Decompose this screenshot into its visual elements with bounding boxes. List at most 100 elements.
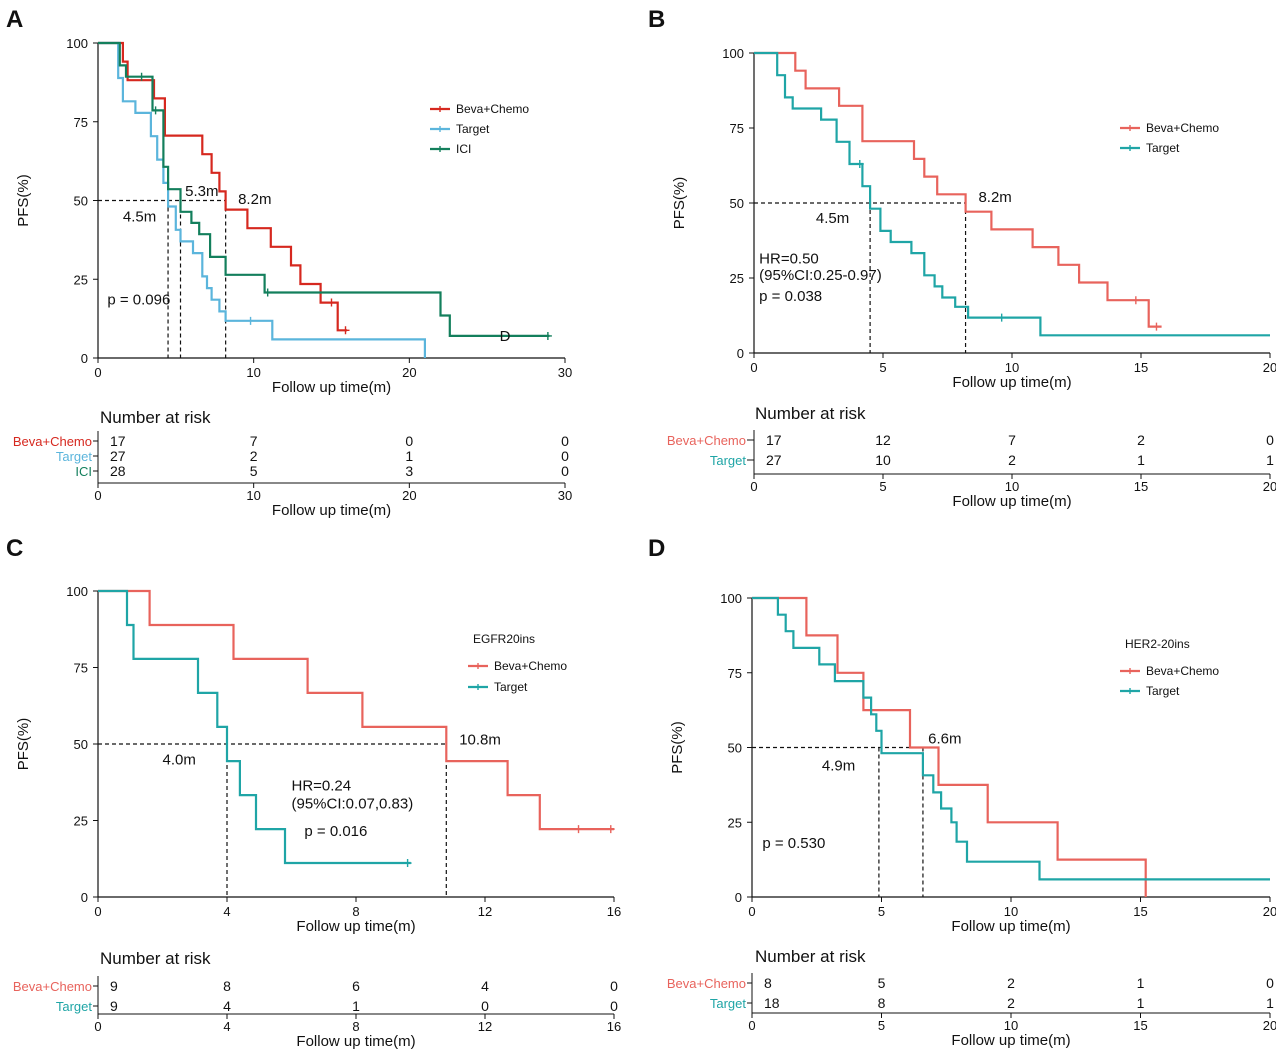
risk-x-tick-label: 5 bbox=[878, 1018, 885, 1033]
risk-x-tick-label: 0 bbox=[94, 1019, 101, 1034]
km-curve-beva-chemo bbox=[752, 596, 1147, 897]
y-tick-label: 25 bbox=[74, 814, 88, 829]
panel-label: C bbox=[6, 535, 23, 562]
legend-entry: Beva+Chemo bbox=[1146, 664, 1219, 678]
risk-value: 10 bbox=[875, 452, 891, 468]
x-tick-label: 8 bbox=[352, 904, 359, 919]
y-tick-label: 50 bbox=[74, 194, 88, 209]
risk-table-title: Number at risk bbox=[100, 408, 211, 427]
risk-value: 8 bbox=[764, 975, 772, 991]
risk-x-tick-label: 8 bbox=[352, 1019, 359, 1034]
risk-value: 27 bbox=[110, 448, 126, 464]
risk-row-label: Target bbox=[56, 999, 93, 1014]
risk-x-tick-label: 12 bbox=[478, 1019, 492, 1034]
risk-x-tick-label: 20 bbox=[402, 488, 416, 503]
annotation: (95%CI:0.07,0.83) bbox=[292, 796, 414, 813]
risk-value: 0 bbox=[561, 448, 569, 464]
panel-label: A bbox=[6, 6, 23, 33]
risk-value: 7 bbox=[250, 433, 258, 449]
x-tick-label: 0 bbox=[94, 365, 101, 380]
panel-c: C 0 25 50 75 100 0 4 8 12 16 Follow up time(m) PFS(%… bbox=[6, 535, 621, 1050]
risk-x-tick-label: 4 bbox=[223, 1019, 230, 1034]
risk-x-axis-label: Follow up time(m) bbox=[272, 502, 391, 519]
censor-mark bbox=[263, 288, 272, 297]
x-tick-label: 16 bbox=[607, 904, 621, 919]
legend-title: EGFR20ins bbox=[473, 632, 535, 646]
risk-x-tick-label: 20 bbox=[1263, 479, 1276, 494]
x-axis-label: Follow up time(m) bbox=[952, 374, 1071, 391]
median-label: 6.6m bbox=[928, 731, 961, 748]
risk-value: 4 bbox=[481, 978, 489, 994]
risk-x-tick-label: 10 bbox=[1005, 479, 1019, 494]
legend-entry: Beva+Chemo bbox=[494, 659, 567, 673]
y-tick-label: 75 bbox=[730, 121, 744, 136]
legend-entry: Target bbox=[456, 122, 490, 136]
risk-value: 5 bbox=[878, 975, 886, 991]
risk-x-axis-label: Follow up time(m) bbox=[952, 493, 1071, 510]
risk-value: 17 bbox=[110, 433, 126, 449]
risk-value: 4 bbox=[223, 998, 231, 1014]
y-axis-label: PFS(%) bbox=[669, 721, 686, 774]
y-tick-label: 25 bbox=[728, 815, 742, 830]
risk-value: 0 bbox=[561, 433, 569, 449]
median-label: 4.0m bbox=[163, 751, 196, 768]
y-tick-label: 100 bbox=[66, 36, 88, 51]
y-tick-label: 50 bbox=[728, 741, 742, 756]
censor-mark bbox=[341, 326, 350, 335]
risk-x-tick-label: 10 bbox=[1004, 1018, 1018, 1033]
x-tick-label: 20 bbox=[1263, 360, 1276, 375]
x-axis-label: Follow up time(m) bbox=[296, 918, 415, 935]
risk-value: 2 bbox=[1007, 995, 1015, 1011]
x-tick-label: 5 bbox=[879, 360, 886, 375]
y-tick-label: 75 bbox=[74, 115, 88, 130]
km-curve-beva-chemo bbox=[754, 51, 1162, 328]
risk-x-tick-label: 16 bbox=[607, 1019, 621, 1034]
risk-value: 0 bbox=[405, 433, 413, 449]
x-tick-label: 20 bbox=[402, 365, 416, 380]
risk-value: 1 bbox=[1137, 995, 1145, 1011]
y-tick-label: 75 bbox=[74, 661, 88, 676]
risk-row-label: Target bbox=[56, 449, 93, 464]
y-tick-label: 50 bbox=[74, 737, 88, 752]
censor-mark bbox=[543, 331, 552, 340]
km-curve-beva-chemo bbox=[98, 41, 348, 332]
y-tick-label: 25 bbox=[74, 272, 88, 287]
risk-table-title: Number at risk bbox=[100, 949, 211, 968]
annotation: (95%CI:0.25-0.97) bbox=[759, 267, 882, 284]
risk-x-tick-label: 0 bbox=[750, 479, 757, 494]
risk-value: 2 bbox=[1137, 432, 1145, 448]
risk-row-label: Beva+Chemo bbox=[13, 434, 92, 449]
y-tick-label: 75 bbox=[728, 666, 742, 681]
x-tick-label: 0 bbox=[748, 904, 755, 919]
annotation: p = 0.038 bbox=[759, 288, 822, 305]
median-label: 4.9m bbox=[822, 757, 855, 774]
risk-value: 9 bbox=[110, 978, 118, 994]
risk-x-tick-label: 5 bbox=[879, 479, 886, 494]
censor-mark bbox=[151, 106, 160, 115]
legend-entry: Target bbox=[1146, 684, 1180, 698]
y-tick-label: 100 bbox=[722, 46, 744, 61]
annotation: HR=0.50 bbox=[759, 251, 819, 268]
km-curve-target bbox=[754, 51, 1270, 337]
x-tick-label: 10 bbox=[1004, 904, 1018, 919]
x-tick-label: 10 bbox=[246, 365, 260, 380]
x-tick-label: 0 bbox=[750, 360, 757, 375]
censor-mark bbox=[246, 316, 255, 325]
x-tick-label: 15 bbox=[1133, 904, 1147, 919]
censor-mark bbox=[606, 825, 615, 834]
panel-label: D bbox=[648, 535, 665, 562]
risk-x-tick-label: 15 bbox=[1134, 479, 1148, 494]
y-tick-label: 100 bbox=[66, 584, 88, 599]
risk-value: 8 bbox=[878, 995, 886, 1011]
risk-value: 0 bbox=[1266, 975, 1274, 991]
risk-x-tick-label: 0 bbox=[94, 488, 101, 503]
y-axis-label: PFS(%) bbox=[15, 718, 32, 771]
legend-entry: Target bbox=[1146, 141, 1180, 155]
risk-value: 1 bbox=[405, 448, 413, 464]
x-tick-label: 0 bbox=[94, 904, 101, 919]
km-curve-beva-chemo bbox=[98, 589, 614, 831]
legend-entry: Beva+Chemo bbox=[1146, 121, 1219, 135]
